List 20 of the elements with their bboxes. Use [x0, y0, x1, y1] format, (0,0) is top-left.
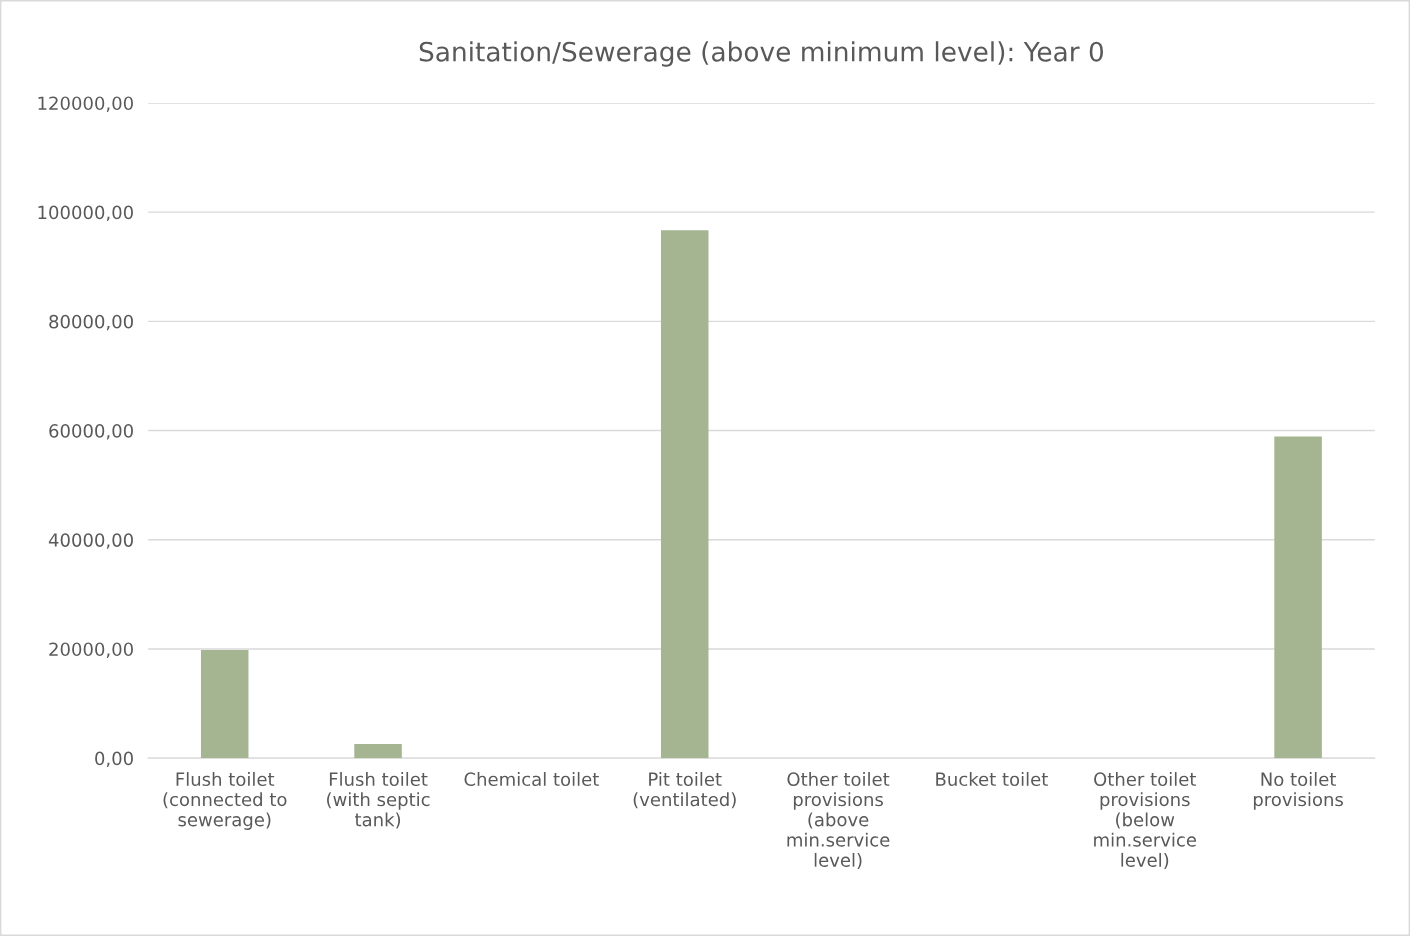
y-tick-label: 120000,00 — [38, 96, 133, 112]
bar — [660, 230, 709, 759]
x-tick-label: No toilet provisions — [1253, 772, 1343, 810]
y-tick-label: 60000,00 — [49, 424, 133, 440]
bar — [354, 743, 402, 759]
x-tick-label: Other toilet provisions (above min.service level) — [787, 772, 890, 870]
bar — [1274, 436, 1322, 759]
y-tick-label: 80000,00 — [49, 314, 133, 331]
y-tick-label: 20000,00 — [49, 642, 133, 658]
x-tick-label: Bucket toilet — [936, 772, 1048, 787]
bar — [200, 650, 249, 759]
x-tick-label: Chemical toilet — [464, 772, 599, 787]
y-tick-label: 0,00 — [95, 751, 133, 768]
chart-title: Sanitation/Sewerage (above minimum level): Year 0 — [419, 41, 1104, 67]
x-tick-label: Pit toilet (ventilated) — [633, 772, 736, 809]
x-tick-label: Other toilet provisions (below min.service level) — [1094, 772, 1197, 870]
y-tick-label: 100000,00 — [38, 205, 133, 222]
x-tick-label: Flush toilet (with septic tank) — [327, 772, 430, 829]
x-tick-label: Flush toilet (connected to sewerage) — [163, 772, 287, 830]
y-tick-label: 40000,00 — [48, 533, 133, 549]
